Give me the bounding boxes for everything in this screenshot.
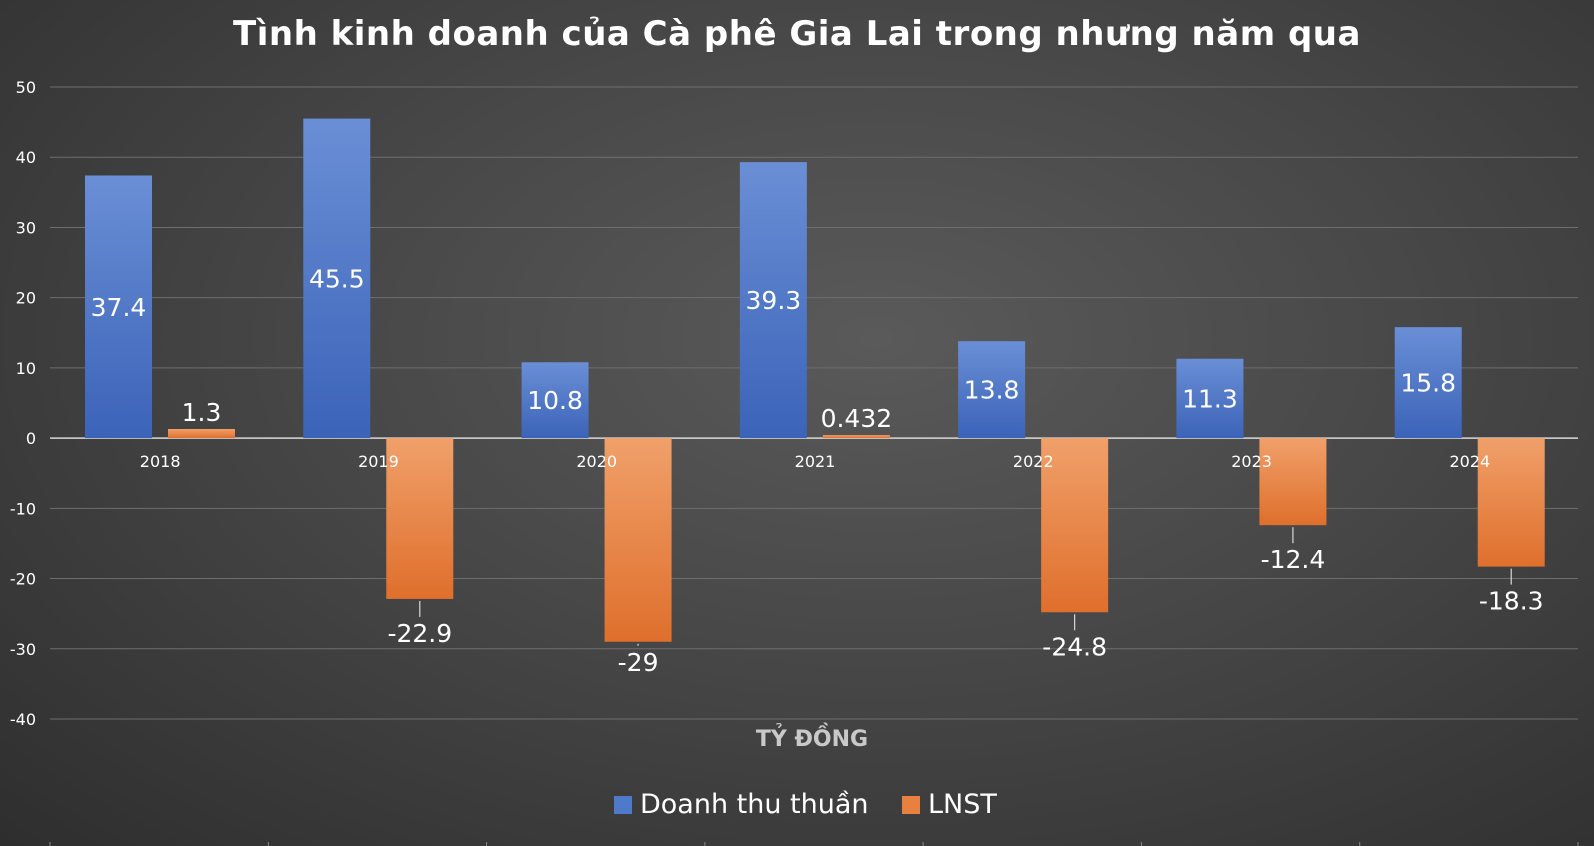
data-label-doanh-thu: 45.5 — [309, 264, 365, 293]
legend-label-doanh-thu: Doanh thu thuần — [640, 789, 869, 820]
x-axis-title: TỶ ĐỒNG — [756, 723, 868, 752]
legend-swatch-lnst — [902, 796, 920, 814]
y-tick-label: 20 — [16, 289, 36, 308]
data-label-lnst: -18.3 — [1479, 587, 1544, 616]
y-tick-label: -40 — [10, 710, 36, 729]
data-label-lnst: -24.8 — [1042, 632, 1107, 661]
x-tick-label: 2021 — [795, 452, 836, 471]
y-tick-label: -30 — [10, 640, 36, 659]
data-label-doanh-thu: 10.8 — [527, 386, 583, 415]
x-tick-label: 2020 — [576, 452, 617, 471]
bar-doanh-thu — [1176, 358, 1244, 439]
bar-lnst — [604, 438, 672, 642]
legend-label-lnst: LNST — [928, 789, 997, 820]
data-label-doanh-thu: 11.3 — [1182, 384, 1238, 413]
x-tick-label: 2018 — [140, 452, 181, 471]
x-tick-label: 2022 — [1013, 452, 1054, 471]
bar-lnst — [1477, 438, 1545, 567]
data-label-doanh-thu: 37.4 — [91, 293, 147, 322]
bar-doanh-thu — [739, 162, 807, 439]
legend-swatch-doanh-thu — [614, 796, 632, 814]
data-label-lnst: 1.3 — [182, 398, 222, 427]
x-tick-label: 2024 — [1449, 452, 1490, 471]
y-tick-label: 40 — [16, 148, 36, 167]
bar-doanh-thu — [85, 175, 152, 439]
bar-lnst — [1259, 438, 1327, 526]
bar-doanh-thu — [1394, 327, 1462, 439]
data-label-doanh-thu: 39.3 — [746, 286, 802, 315]
x-tick-label: 2019 — [358, 452, 399, 471]
bar-doanh-thu — [521, 362, 589, 439]
data-label-doanh-thu: 13.8 — [964, 376, 1020, 405]
data-label-doanh-thu: 15.8 — [1400, 369, 1456, 398]
data-label-lnst: -29 — [618, 648, 659, 677]
data-label-lnst: -12.4 — [1261, 545, 1326, 574]
bar-doanh-thu — [958, 341, 1026, 439]
legend: Doanh thu thuần LNST — [614, 789, 997, 820]
data-label-lnst: 0.432 — [821, 404, 893, 433]
bar-lnst — [822, 435, 890, 439]
y-tick-label: -10 — [10, 499, 36, 518]
x-tick-label: 2023 — [1231, 452, 1272, 471]
data-label-lnst: -22.9 — [387, 619, 452, 648]
y-tick-label: 0 — [26, 429, 36, 448]
chart-title: Tình kinh doanh của Cà phê Gia Lai trong… — [233, 14, 1361, 54]
bar-lnst — [1041, 438, 1109, 613]
bar-lnst — [168, 428, 235, 439]
y-tick-label: 30 — [16, 218, 36, 237]
bar-doanh-thu — [303, 118, 371, 439]
y-tick-label: -20 — [10, 570, 36, 589]
y-tick-label: 50 — [16, 78, 36, 97]
bar-lnst — [386, 438, 454, 599]
y-tick-label: 10 — [16, 359, 36, 378]
